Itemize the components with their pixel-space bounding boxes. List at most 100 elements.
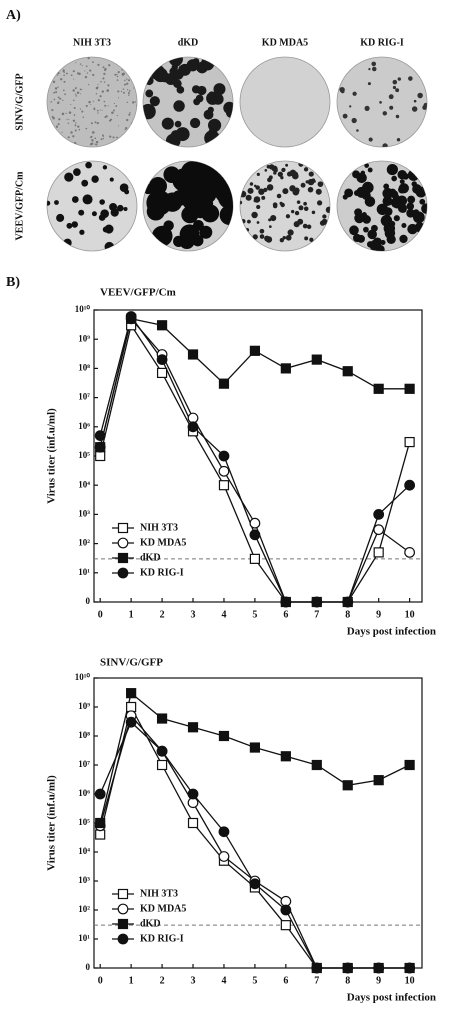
plaque	[97, 112, 99, 114]
plaque	[268, 175, 273, 180]
plaque	[56, 213, 65, 222]
plaque	[54, 200, 59, 205]
plaque	[307, 186, 314, 193]
plaque	[108, 64, 111, 67]
y-tick-label: 10²	[78, 538, 90, 548]
plaque	[91, 211, 97, 217]
plaque	[55, 125, 59, 128]
plaque	[300, 182, 306, 188]
plaque	[277, 171, 283, 177]
plaque	[121, 73, 125, 76]
plaque	[406, 208, 416, 218]
plaque	[111, 111, 114, 114]
plaque	[128, 90, 131, 92]
plaque	[99, 199, 105, 205]
plaque	[342, 113, 348, 119]
plaque	[294, 210, 300, 216]
plaque	[66, 72, 68, 75]
x-tick-label: 9	[376, 975, 381, 986]
plaque	[100, 138, 103, 141]
x-tick-label: 1	[129, 609, 134, 620]
plaque	[63, 71, 65, 74]
marker	[280, 363, 291, 374]
plaque	[380, 239, 386, 246]
marker	[249, 742, 261, 753]
x-tick-label: 2	[160, 975, 165, 986]
plaque	[303, 167, 309, 172]
plaque	[370, 224, 378, 232]
y-tick-label: 10⁷	[78, 392, 90, 402]
plaque	[84, 75, 88, 79]
x-tick-label: 5	[252, 609, 257, 620]
plaque	[282, 188, 289, 195]
plaque	[124, 189, 130, 195]
plaque	[122, 88, 125, 90]
plaque	[115, 105, 118, 107]
plaque	[161, 117, 174, 130]
plaque	[190, 197, 203, 210]
marker	[126, 701, 137, 713]
marker	[342, 596, 354, 608]
plaque	[268, 218, 272, 222]
column-header: NIH 3T3	[73, 37, 111, 48]
plaque	[195, 94, 204, 103]
plaque	[261, 195, 266, 200]
plaque	[47, 200, 51, 206]
plaque	[116, 204, 124, 212]
plaque	[315, 188, 322, 195]
plaques	[339, 61, 427, 147]
plaque	[311, 210, 316, 215]
plaque	[76, 91, 80, 95]
plaque	[265, 236, 273, 243]
plaque	[199, 225, 213, 239]
plaque	[124, 79, 126, 82]
plaque	[207, 118, 222, 132]
x-tick-label: 7	[314, 609, 319, 620]
plaque	[57, 96, 60, 99]
plaque	[392, 85, 397, 90]
plaque	[92, 100, 95, 102]
plaque	[75, 122, 77, 124]
plaque	[421, 203, 427, 214]
plaque	[211, 176, 232, 198]
marker	[342, 366, 353, 377]
plaque	[396, 138, 401, 142]
plaque	[51, 109, 54, 112]
plaque	[124, 128, 126, 131]
plaque	[72, 89, 75, 92]
plaque	[96, 122, 99, 125]
plaque	[176, 85, 185, 94]
plaque	[201, 204, 220, 223]
plaque	[103, 100, 106, 103]
plaque	[62, 69, 65, 73]
y-tick-label: 10³	[78, 508, 90, 518]
plaque	[259, 234, 265, 239]
plaque	[124, 83, 127, 86]
plaque	[79, 229, 85, 235]
plaque	[397, 170, 407, 180]
plaque	[367, 229, 377, 240]
plaque	[63, 74, 65, 77]
plaque	[148, 177, 167, 196]
plaque	[75, 124, 77, 126]
plaque	[363, 226, 369, 233]
plaque	[89, 143, 93, 146]
plaque	[306, 224, 312, 230]
plaque	[53, 98, 56, 101]
plaque	[304, 236, 309, 241]
legend-label: NIH 3T3	[140, 888, 178, 899]
plaque	[102, 77, 105, 80]
plaque	[78, 209, 85, 216]
legend-marker	[117, 522, 129, 534]
x-tick-label: 1	[129, 975, 134, 986]
plaque	[72, 119, 76, 122]
marker	[404, 962, 416, 974]
marker	[218, 480, 230, 491]
plaque	[99, 95, 102, 98]
plaque	[56, 74, 59, 76]
plaque	[368, 68, 371, 71]
plaque	[392, 193, 400, 201]
plaque	[116, 79, 119, 81]
plaque	[79, 93, 81, 95]
plaque	[255, 185, 260, 190]
